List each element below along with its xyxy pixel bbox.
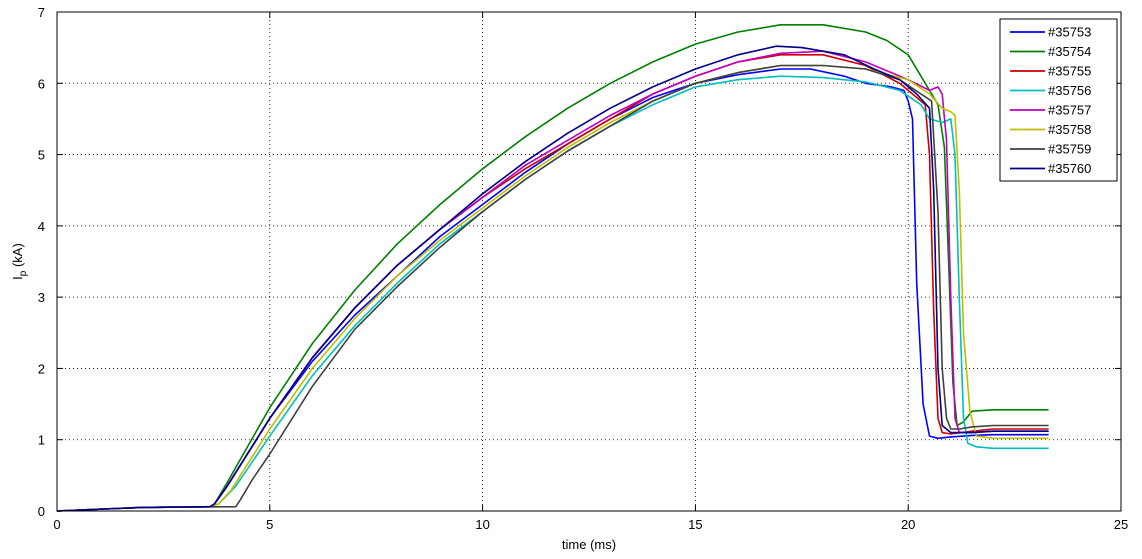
y-tick-label: 3 bbox=[38, 290, 45, 305]
y-tick-label: 7 bbox=[38, 5, 45, 20]
legend-label: #35758 bbox=[1048, 122, 1091, 137]
legend-label: #35755 bbox=[1048, 64, 1091, 79]
plot-frame bbox=[56, 11, 1122, 512]
x-axis-label: time (ms) bbox=[562, 537, 616, 552]
series-line-7 bbox=[56, 64, 1049, 512]
series-line-6 bbox=[56, 64, 1049, 512]
x-tick-label: 20 bbox=[901, 517, 915, 532]
y-tick-label: 1 bbox=[38, 433, 45, 448]
series-line-3 bbox=[56, 53, 1049, 512]
y-tick-label: 4 bbox=[38, 219, 45, 234]
legend-label: #35760 bbox=[1048, 161, 1091, 176]
legend-label: #35753 bbox=[1048, 25, 1091, 40]
x-tick-label: 25 bbox=[1114, 517, 1128, 532]
legend-label: #35754 bbox=[1048, 44, 1091, 59]
legend-label: #35759 bbox=[1048, 142, 1091, 157]
y-tick-label: 2 bbox=[38, 361, 45, 376]
axis-ticks: 0 5 10 15 20 25 0 1 2 3 4 5 6 7 bbox=[38, 5, 1128, 532]
y-axis-label-sub: p bbox=[18, 270, 29, 276]
y-tick-label: 6 bbox=[38, 76, 45, 91]
y-axis-label: Ip (kA) bbox=[10, 243, 29, 280]
series-line-5 bbox=[56, 50, 1049, 512]
series-line-4 bbox=[56, 75, 1049, 512]
series-line-1 bbox=[56, 68, 1049, 512]
legend-box bbox=[999, 18, 1118, 182]
x-tick-label: 15 bbox=[688, 517, 702, 532]
y-axis-label-main: I bbox=[10, 276, 25, 280]
grid-lines bbox=[57, 12, 1121, 511]
series-line-8 bbox=[56, 45, 1049, 512]
y-tick-label: 0 bbox=[38, 504, 45, 519]
x-tick-label: 10 bbox=[475, 517, 489, 532]
legend: #35753 #35754 #35755 #35756 #35757 #35758 #357… bbox=[999, 18, 1118, 182]
legend-label: #35756 bbox=[1048, 83, 1091, 98]
series-lines bbox=[56, 23, 1049, 512]
series-line-2 bbox=[56, 23, 1049, 512]
y-axis-label-unit: (kA) bbox=[10, 243, 25, 270]
legend-label: #35757 bbox=[1048, 103, 1091, 118]
y-tick-label: 5 bbox=[38, 148, 45, 163]
x-tick-label: 0 bbox=[53, 517, 60, 532]
x-tick-label: 5 bbox=[266, 517, 273, 532]
